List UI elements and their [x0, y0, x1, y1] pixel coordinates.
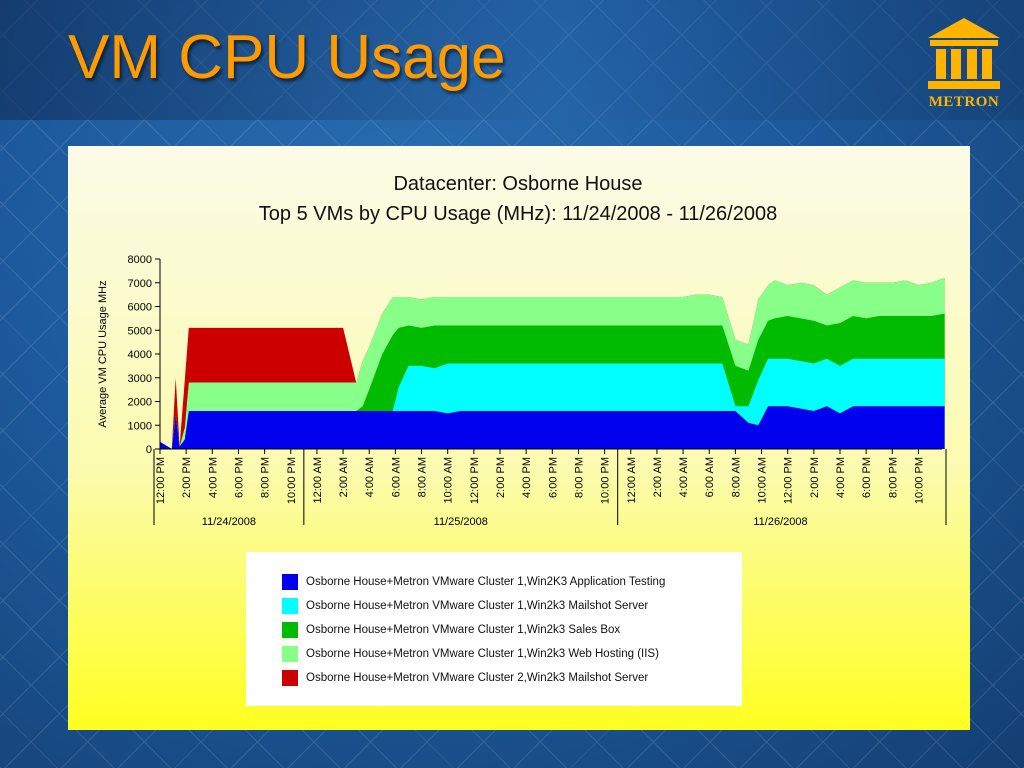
y-tick-label: 5000: [128, 325, 152, 337]
x-tick-label: 10:00 PM: [913, 457, 925, 504]
legend-item: Osborne House+Metron VMware Cluster 1,Wi…: [282, 622, 620, 638]
x-tick-label: 6:00 PM: [233, 457, 245, 498]
legend-label: Osborne House+Metron VMware Cluster 1,Wi…: [306, 600, 649, 612]
legend-label: Osborne House+Metron VMware Cluster 1,Wi…: [306, 576, 666, 588]
x-tick-label: 6:00 PM: [547, 457, 559, 498]
x-tick-label: 4:00 AM: [364, 457, 376, 497]
legend-swatch: [282, 622, 298, 638]
x-tick-label: 2:00 PM: [809, 457, 821, 498]
slide-title: VM CPU Usage: [68, 23, 506, 92]
x-tick-label: 12:00 PM: [155, 457, 167, 504]
x-tick-label: 12:00 PM: [469, 457, 481, 504]
x-tick-label: 10:00 PM: [600, 457, 612, 504]
logo-text: METRON: [928, 94, 1000, 110]
x-tick-label: 8:00 PM: [573, 457, 585, 498]
x-tick-label: 6:00 AM: [390, 457, 402, 497]
x-tick-label: 10:00 AM: [757, 457, 769, 503]
legend-swatch: [282, 598, 298, 614]
title-band: [0, 0, 1024, 120]
date-group-label: 11/24/2008: [202, 516, 256, 528]
y-tick-label: 4000: [128, 349, 152, 361]
legend-swatch: [282, 670, 298, 686]
x-tick-label: 8:00 AM: [417, 457, 429, 497]
temple-columns-icon: [928, 18, 1000, 89]
y-tick-label: 2000: [128, 397, 152, 409]
legend-label: Osborne House+Metron VMware Cluster 1,Wi…: [306, 648, 659, 660]
y-tick-label: 3000: [128, 373, 152, 385]
x-tick-label: 4:00 PM: [521, 457, 533, 498]
legend-label: Osborne House+Metron VMware Cluster 2,Wi…: [306, 672, 649, 684]
x-tick-label: 10:00 PM: [286, 457, 298, 504]
area-application-testing: [160, 406, 945, 449]
x-tick-label: 12:00 PM: [783, 457, 795, 504]
chart-subtitle: Top 5 VMs by CPU Usage (MHz): 11/24/2008…: [259, 203, 777, 225]
legend-swatch: [282, 574, 298, 590]
x-tick-label: 8:00 PM: [260, 457, 272, 498]
x-tick-label: 12:00 AM: [626, 457, 638, 503]
x-tick-label: 2:00 PM: [181, 457, 193, 498]
legend-swatch: [282, 646, 298, 662]
y-tick-label: 1000: [128, 420, 152, 432]
y-tick-label: 6000: [128, 302, 152, 314]
legend-item: Osborne House+Metron VMware Cluster 1,Wi…: [282, 646, 659, 662]
chart-title: Datacenter: Osborne House: [393, 173, 642, 195]
x-tick-label: 12:00 AM: [312, 457, 324, 503]
x-tick-label: 2:00 PM: [495, 457, 507, 498]
x-tick-label: 4:00 PM: [207, 457, 219, 498]
legend-item: Osborne House+Metron VMware Cluster 2,Wi…: [282, 670, 648, 686]
chart-panel: Datacenter: Osborne House Top 5 VMs by C…: [68, 146, 970, 730]
x-tick-label: 4:00 PM: [835, 457, 847, 498]
y-tick-label: 8000: [128, 254, 152, 266]
stacked-areas: [160, 278, 945, 449]
date-group-label: 11/26/2008: [753, 516, 807, 528]
axes: 0 1000 2000 3000 4000 5000 6000 7000 8000 12:00 P…: [128, 254, 947, 528]
legend-item: Osborne House+Metron VMware Cluster 1,Wi…: [282, 598, 648, 614]
cpu-usage-chart: Datacenter: Osborne House Top 5 VMs by C…: [97, 173, 947, 528]
x-tick-label: 6:00 PM: [861, 457, 873, 498]
date-group-label: 11/25/2008: [434, 516, 488, 528]
x-tick-label: 2:00 AM: [652, 457, 664, 497]
x-tick-label: 6:00 AM: [704, 457, 716, 497]
legend-label: Osborne House+Metron VMware Cluster 1,Wi…: [306, 624, 621, 636]
y-tick-label: 7000: [128, 278, 152, 290]
x-tick-label: 8:00 AM: [730, 457, 742, 497]
legend-item: Osborne House+Metron VMware Cluster 1,Wi…: [282, 574, 665, 590]
x-tick-label: 2:00 AM: [338, 457, 350, 497]
metron-logo: METRON: [920, 16, 1008, 116]
x-tick-label: 10:00 AM: [443, 457, 455, 503]
x-tick-label: 4:00 AM: [678, 457, 690, 497]
x-tick-label: 8:00 PM: [887, 457, 899, 498]
y-tick-label: 0: [146, 444, 152, 456]
chart-legend: Osborne House+Metron VMware Cluster 1,Wi…: [246, 552, 742, 706]
y-axis-label: Average VM CPU Usage MHz: [97, 280, 109, 427]
